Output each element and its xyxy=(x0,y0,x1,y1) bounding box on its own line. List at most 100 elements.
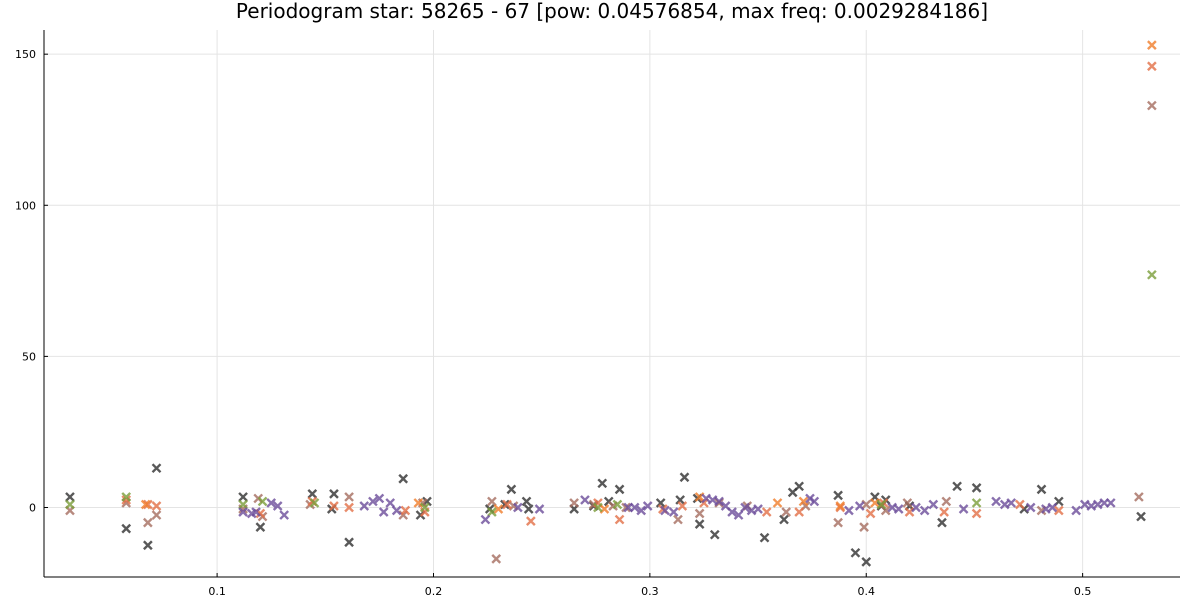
data-point xyxy=(668,507,679,517)
data-point xyxy=(919,505,930,516)
data-point xyxy=(941,496,952,507)
data-point xyxy=(1036,484,1047,495)
x-tick-label: 0.5 xyxy=(1074,585,1092,598)
data-point xyxy=(1047,502,1058,513)
data-point xyxy=(904,507,915,517)
data-point xyxy=(329,501,339,511)
data-point xyxy=(143,499,153,510)
data-point xyxy=(893,504,904,514)
data-point xyxy=(870,498,880,508)
data-point xyxy=(487,496,497,507)
data-point xyxy=(761,507,772,517)
data-point xyxy=(809,496,820,507)
data-point xyxy=(880,505,891,516)
data-point xyxy=(1071,505,1081,516)
y-tick-label: 0 xyxy=(29,501,36,514)
data-point xyxy=(937,517,947,528)
series-2 xyxy=(65,100,1157,564)
data-point xyxy=(569,498,579,508)
x-tick-label: 0.1 xyxy=(208,585,226,598)
data-point xyxy=(413,498,424,508)
data-point xyxy=(491,554,502,564)
data-point xyxy=(1086,501,1097,511)
series-5 xyxy=(65,269,1157,517)
y-tick-label: 150 xyxy=(15,48,36,61)
data-point xyxy=(526,516,536,526)
data-point xyxy=(266,498,277,508)
data-point xyxy=(928,499,939,510)
data-point xyxy=(309,498,320,508)
data-point xyxy=(238,499,248,510)
tick-labels: 0.1 0.2 0.3 0.4 0.5 0 50 100 150 xyxy=(15,48,1091,598)
x-tick-label: 0.3 xyxy=(641,585,659,598)
data-point xyxy=(523,504,534,514)
data-point xyxy=(143,517,153,528)
data-point xyxy=(714,496,724,507)
x-tick-label: 0.4 xyxy=(857,585,875,598)
data-point xyxy=(675,495,686,505)
data-point xyxy=(493,504,504,514)
data-point xyxy=(1136,511,1146,522)
data-point xyxy=(850,547,861,558)
data-point xyxy=(344,502,354,513)
data-point xyxy=(1025,502,1036,513)
data-point xyxy=(614,514,625,525)
x-tick-label: 0.2 xyxy=(425,585,443,598)
data-point xyxy=(121,523,132,534)
data-point xyxy=(655,498,666,508)
data-point xyxy=(727,507,737,517)
data-point xyxy=(1079,499,1090,510)
data-point xyxy=(939,507,949,517)
data-point xyxy=(597,478,608,489)
data-point xyxy=(660,505,670,516)
data-point xyxy=(151,510,162,520)
y-tick-label: 50 xyxy=(22,350,36,363)
data-point xyxy=(673,514,683,525)
data-point xyxy=(272,501,283,511)
data-point xyxy=(513,502,523,513)
data-point xyxy=(65,492,75,502)
series-4 xyxy=(140,40,1157,514)
data-point xyxy=(642,501,653,511)
data-point xyxy=(1053,505,1064,516)
data-point xyxy=(344,537,354,548)
data-point xyxy=(1040,504,1051,514)
data-point xyxy=(344,492,354,502)
data-point xyxy=(707,495,718,505)
data-point xyxy=(506,484,517,495)
data-point xyxy=(636,505,647,516)
grid-lines xyxy=(44,30,1180,577)
data-point xyxy=(865,508,876,519)
data-point xyxy=(859,522,869,532)
data-point xyxy=(911,502,921,513)
data-point xyxy=(378,507,389,517)
data-point xyxy=(255,522,266,532)
data-point xyxy=(677,501,688,511)
data-point xyxy=(861,557,872,567)
data-point xyxy=(753,504,763,514)
data-point xyxy=(359,501,370,511)
data-point xyxy=(902,498,913,508)
data-point xyxy=(151,463,162,474)
data-point xyxy=(593,502,603,513)
data-point xyxy=(694,519,705,529)
data-point xyxy=(599,504,610,514)
data-point xyxy=(400,505,411,516)
data-point xyxy=(419,502,430,513)
data-point xyxy=(279,510,290,520)
chart-title: Periodogram star: 58265 - 67 [pow: 0.045… xyxy=(236,0,988,23)
data-point xyxy=(952,481,962,492)
series-1 xyxy=(65,463,1146,567)
data-point xyxy=(368,496,378,507)
data-point xyxy=(398,473,409,484)
data-point xyxy=(779,514,789,525)
data-point xyxy=(238,507,248,517)
data-point xyxy=(385,498,396,508)
data-point xyxy=(480,514,491,525)
data-point xyxy=(121,495,132,505)
data-point xyxy=(391,505,402,516)
data-point xyxy=(740,502,750,513)
data-point xyxy=(991,496,1001,507)
data-point xyxy=(251,507,261,517)
